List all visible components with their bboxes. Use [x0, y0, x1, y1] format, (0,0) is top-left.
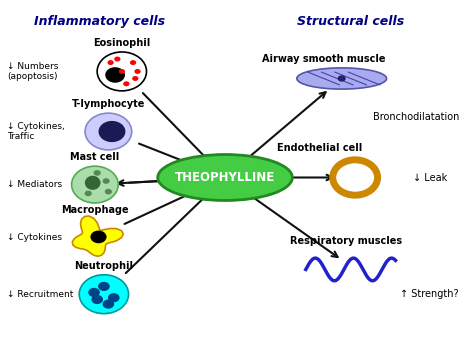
- Text: Inflammatory cells: Inflammatory cells: [34, 15, 165, 28]
- Circle shape: [118, 69, 125, 74]
- Text: THEOPHYLLINE: THEOPHYLLINE: [175, 171, 275, 184]
- Ellipse shape: [297, 68, 387, 89]
- Circle shape: [99, 121, 126, 142]
- Text: Airway smooth muscle: Airway smooth muscle: [262, 54, 385, 64]
- Circle shape: [108, 60, 114, 65]
- Text: ↑ Strength?: ↑ Strength?: [400, 289, 459, 299]
- Circle shape: [85, 113, 132, 150]
- Text: Mast cell: Mast cell: [70, 152, 119, 162]
- Circle shape: [108, 293, 119, 302]
- Text: Eosinophil: Eosinophil: [93, 38, 150, 48]
- Text: Neutrophil: Neutrophil: [74, 261, 133, 271]
- Circle shape: [97, 52, 146, 91]
- Text: T-lymphocyte: T-lymphocyte: [72, 99, 145, 109]
- Circle shape: [88, 288, 100, 297]
- Circle shape: [102, 178, 109, 184]
- Circle shape: [84, 191, 92, 196]
- Polygon shape: [73, 216, 123, 256]
- Text: ↓ Cytokines,
Traffic: ↓ Cytokines, Traffic: [8, 122, 65, 141]
- Circle shape: [130, 60, 136, 65]
- Text: Respiratory muscles: Respiratory muscles: [290, 236, 402, 246]
- Circle shape: [91, 295, 103, 304]
- Text: ↓ Leak: ↓ Leak: [413, 173, 448, 182]
- Text: Bronchodilatation: Bronchodilatation: [373, 113, 459, 122]
- Text: ↓ Mediators: ↓ Mediators: [8, 180, 63, 189]
- Ellipse shape: [85, 176, 100, 190]
- Text: Structural cells: Structural cells: [297, 15, 404, 28]
- Circle shape: [114, 56, 120, 61]
- Circle shape: [98, 282, 109, 291]
- Circle shape: [72, 166, 118, 203]
- Circle shape: [105, 189, 112, 195]
- Ellipse shape: [158, 154, 292, 201]
- Circle shape: [123, 81, 129, 86]
- Circle shape: [135, 69, 141, 74]
- Circle shape: [132, 76, 138, 81]
- Text: Endothelial cell: Endothelial cell: [277, 143, 362, 153]
- Text: Macrophage: Macrophage: [61, 204, 129, 215]
- Circle shape: [91, 230, 107, 243]
- Circle shape: [102, 300, 114, 309]
- Circle shape: [105, 67, 125, 83]
- Circle shape: [79, 275, 128, 313]
- Text: ↓ Numbers
(apoptosis): ↓ Numbers (apoptosis): [8, 62, 59, 81]
- Circle shape: [93, 170, 101, 176]
- Text: ↓ Recruitment: ↓ Recruitment: [8, 290, 74, 299]
- Circle shape: [337, 75, 346, 82]
- Text: ↓ Cytokines: ↓ Cytokines: [8, 233, 63, 242]
